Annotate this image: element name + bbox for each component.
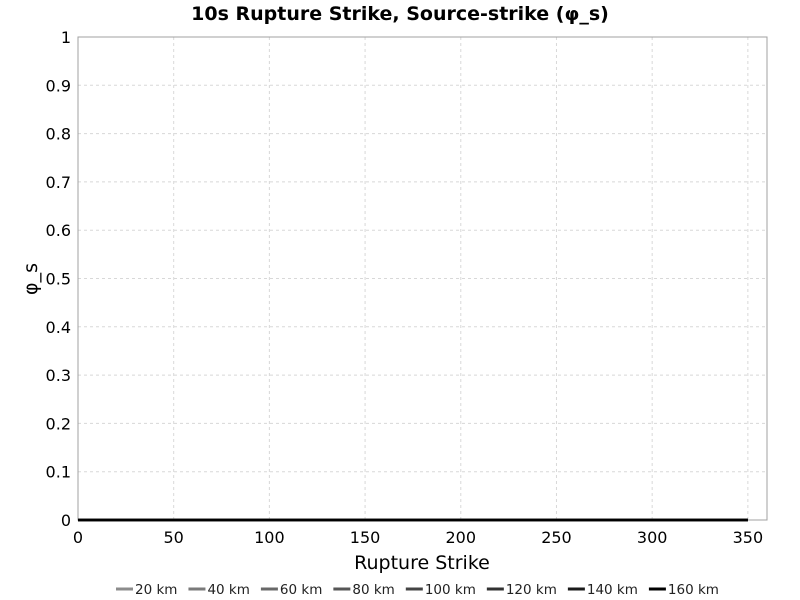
x-tick-label: 0 bbox=[73, 528, 83, 547]
legend-label: 20 km bbox=[135, 582, 177, 598]
y-tick-label: 0 bbox=[61, 511, 71, 530]
legend-label: 80 km bbox=[352, 582, 394, 598]
x-tick-label: 300 bbox=[637, 528, 668, 547]
legend-item: 80 km bbox=[333, 582, 395, 598]
y-tick-label: 0.1 bbox=[46, 463, 71, 482]
legend-label: 120 km bbox=[506, 582, 557, 598]
legend-label: 60 km bbox=[280, 582, 322, 598]
x-tick-label: 250 bbox=[541, 528, 572, 547]
legend-item: 20 km bbox=[116, 582, 177, 598]
legend-label: 40 km bbox=[207, 582, 249, 598]
x-tick-label: 150 bbox=[350, 528, 381, 547]
tick-labels: 0 50 100 150 200 250 300 350 0 0.1 0.2 0.3 0.4 0.5 0.6… bbox=[46, 28, 764, 547]
y-tick-label: 0.3 bbox=[46, 366, 71, 385]
legend-item: 60 km bbox=[260, 582, 322, 598]
y-tick-label: 0.7 bbox=[46, 173, 71, 192]
legend-label: 160 km bbox=[668, 582, 719, 598]
legend-item: 40 km bbox=[188, 582, 250, 598]
y-tick-label: 0.2 bbox=[46, 414, 71, 433]
x-tick-label: 350 bbox=[733, 528, 764, 547]
legend-item: 140 km bbox=[567, 582, 638, 598]
x-tick-label: 100 bbox=[254, 528, 285, 547]
legend-label: 100 km bbox=[425, 582, 476, 598]
y-tick-label: 0.6 bbox=[46, 221, 71, 240]
y-tick-label: 0.9 bbox=[46, 76, 71, 95]
y-tick-label: 0.8 bbox=[46, 125, 71, 144]
legend: 20 km 40 km 60 km 80 km 100 km 120 km 140 km 16… bbox=[116, 582, 719, 598]
legend-item: 160 km bbox=[648, 582, 719, 598]
y-tick-label: 0.4 bbox=[46, 318, 71, 337]
y-axis-label: φ_s bbox=[20, 263, 42, 295]
x-tick-label: 50 bbox=[164, 528, 184, 547]
grid bbox=[78, 36, 767, 520]
x-axis-label: Rupture Strike bbox=[354, 552, 490, 574]
legend-item: 120 km bbox=[486, 582, 557, 598]
legend-item: 100 km bbox=[405, 582, 476, 598]
x-tick-label: 200 bbox=[446, 528, 477, 547]
y-tick-label: 0.5 bbox=[46, 270, 71, 289]
chart-title: 10s Rupture Strike, Source-strike (φ_s) bbox=[191, 3, 609, 25]
y-tick-label: 1 bbox=[61, 28, 71, 47]
legend-label: 140 km bbox=[587, 582, 638, 598]
